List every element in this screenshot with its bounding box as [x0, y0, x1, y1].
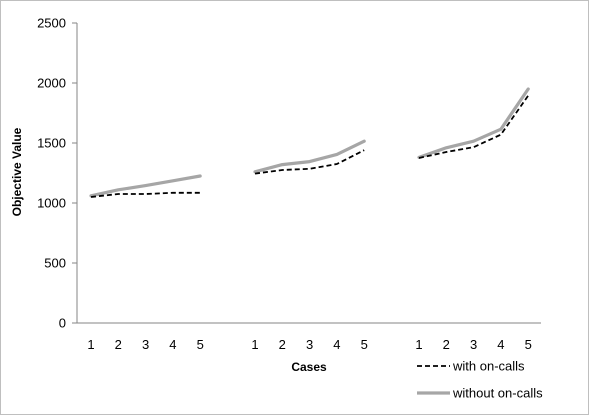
- x-tick-label: 3: [306, 337, 313, 352]
- series-line-with-on-calls-group-1: [90, 191, 201, 198]
- y-tick-label: 1000: [37, 196, 66, 211]
- y-tick-label: 500: [44, 256, 66, 271]
- x-tick-label: 3: [142, 337, 149, 352]
- series-line-with-on-calls-group-3: [418, 95, 529, 159]
- x-tick-label: 4: [333, 337, 340, 352]
- series-lines: [89, 87, 530, 198]
- x-tick-label: 1: [415, 337, 422, 352]
- x-tick-label: 3: [470, 337, 477, 352]
- y-tick-label: 0: [59, 316, 66, 331]
- y-tick-label: 2000: [37, 76, 66, 91]
- x-tick-label: 4: [169, 337, 176, 352]
- series-line-without-on-calls-group-3: [417, 87, 530, 159]
- legend-label-without-on-calls: without on-calls: [452, 386, 543, 401]
- legend-label-with-on-calls: with on-calls: [452, 359, 525, 374]
- x-tick-label: 5: [197, 337, 204, 352]
- series-line-with-on-calls-group-2: [254, 149, 365, 175]
- y-axis: 0 500 1000 1500 2000 2500: [37, 16, 78, 331]
- x-tick-label: 2: [443, 337, 450, 352]
- series-line-without-on-calls-group-2: [253, 139, 366, 174]
- x-tick-label: 1: [251, 337, 258, 352]
- x-tick-label: 2: [115, 337, 122, 352]
- series-line-without-on-calls-group-1: [89, 174, 202, 198]
- x-tick-label: 4: [497, 337, 504, 352]
- y-tick-label: 2500: [37, 16, 66, 31]
- x-axis: 1 2 3 4 5 1 2 3 4 5 1 2 3 4 5: [77, 322, 541, 352]
- legend: with on-calls without on-calls: [417, 359, 543, 401]
- x-tick-label: 1: [87, 337, 94, 352]
- y-tick-label: 1500: [37, 136, 66, 151]
- x-tick-label: 2: [279, 337, 286, 352]
- x-tick-label: 5: [361, 337, 368, 352]
- x-tick-label: 5: [525, 337, 532, 352]
- x-axis-title: Cases: [291, 360, 327, 374]
- y-axis-title: Objective Value: [10, 127, 24, 216]
